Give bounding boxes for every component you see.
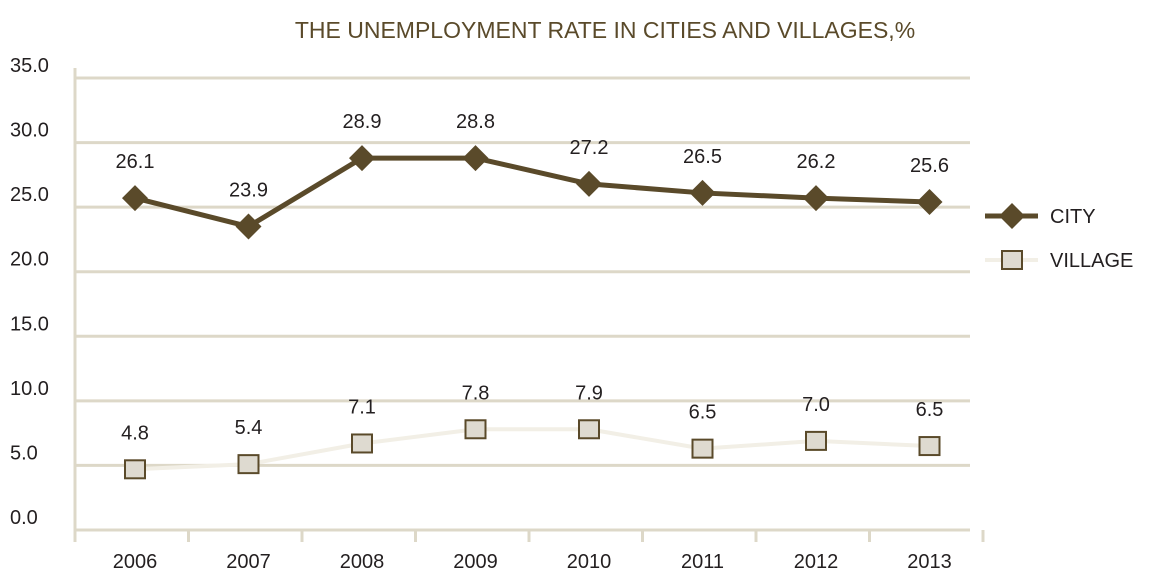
village-marker: [237, 454, 260, 475]
village-data-label: 4.8: [121, 422, 149, 444]
city-data-label: 28.9: [343, 111, 382, 133]
village-data-label: 7.9: [575, 382, 603, 404]
y-tick-label: 30.0: [10, 120, 49, 142]
x-tick-label: 2008: [340, 551, 385, 573]
city-data-label: 26.2: [797, 151, 836, 173]
y-tick-label: 10.0: [10, 378, 49, 400]
city-data-label: 26.1: [116, 151, 155, 173]
gridlines: [75, 76, 970, 467]
city-marker: [122, 185, 148, 212]
y-tick-label: 5.0: [10, 442, 38, 464]
legend-diamond-marker: [999, 203, 1025, 229]
x-axis-tick-labels: 2006 2007 2008 2009 2010 2011 2012 2013: [113, 551, 952, 573]
series-village: [124, 419, 941, 480]
city-marker: [576, 170, 602, 197]
chart-title: THE UNEMPLOYMENT RATE IN CITIES AND VILL…: [295, 17, 915, 43]
village-marker: [805, 430, 827, 451]
city-marker: [803, 185, 829, 212]
legend-square-marker: [1001, 250, 1023, 270]
village-marker: [124, 459, 146, 480]
data-labels: 26.1 23.9 28.9 28.8 27.2 26.5 26.2 25.6 4.8 5.4 7.…: [116, 111, 949, 444]
legend: CITY VILLAGE: [985, 203, 1133, 272]
x-tick-label: 2013: [907, 551, 952, 573]
x-tick-label: 2011: [681, 551, 724, 573]
legend-label: VILLAGE: [1050, 250, 1133, 272]
y-tick-label: 25.0: [10, 184, 49, 206]
city-data-label: 25.6: [910, 155, 949, 177]
village-data-label: 7.1: [348, 396, 376, 418]
x-tick-label: 2006: [113, 551, 158, 573]
city-data-label: 26.5: [683, 146, 722, 168]
city-data-label: 28.8: [456, 111, 495, 133]
village-data-label: 7.0: [802, 394, 830, 416]
x-tick-label: 2009: [453, 551, 498, 573]
series: [122, 145, 943, 480]
y-tick-label: 35.0: [10, 55, 49, 77]
city-data-label: 23.9: [229, 180, 268, 202]
x-tick-label: 2007: [226, 551, 271, 573]
y-tick-label: 20.0: [10, 249, 49, 271]
legend-label: CITY: [1050, 206, 1096, 228]
y-tick-label: 0.0: [10, 507, 38, 529]
city-marker: [349, 145, 375, 172]
city-marker: [235, 213, 262, 240]
city-marker: [462, 145, 489, 172]
city-marker: [689, 179, 716, 206]
village-data-label: 6.5: [916, 399, 944, 421]
village-marker: [351, 433, 373, 454]
village-data-label: 5.4: [235, 417, 263, 439]
city-line: [134, 155, 930, 230]
village-data-label: 6.5: [689, 402, 717, 424]
village-marker: [918, 436, 941, 457]
village-marker: [578, 419, 600, 440]
y-axis-tick-labels: 0.0 5.0 10.0 15.0 20.0 25.0 30.0 35.0: [10, 55, 49, 529]
x-tick-label: 2012: [794, 551, 839, 573]
village-marker: [464, 419, 487, 440]
city-marker: [916, 188, 943, 215]
city-data-label: 27.2: [570, 137, 609, 159]
legend-item-city: CITY: [985, 203, 1096, 229]
village-marker: [691, 438, 714, 459]
village-line: [134, 427, 930, 472]
x-tick-label: 2010: [567, 551, 612, 573]
legend-item-village: VILLAGE: [985, 250, 1133, 272]
series-city: [122, 145, 943, 240]
village-data-label: 7.8: [462, 382, 490, 404]
y-tick-label: 15.0: [10, 313, 49, 335]
axes: [73, 68, 985, 542]
